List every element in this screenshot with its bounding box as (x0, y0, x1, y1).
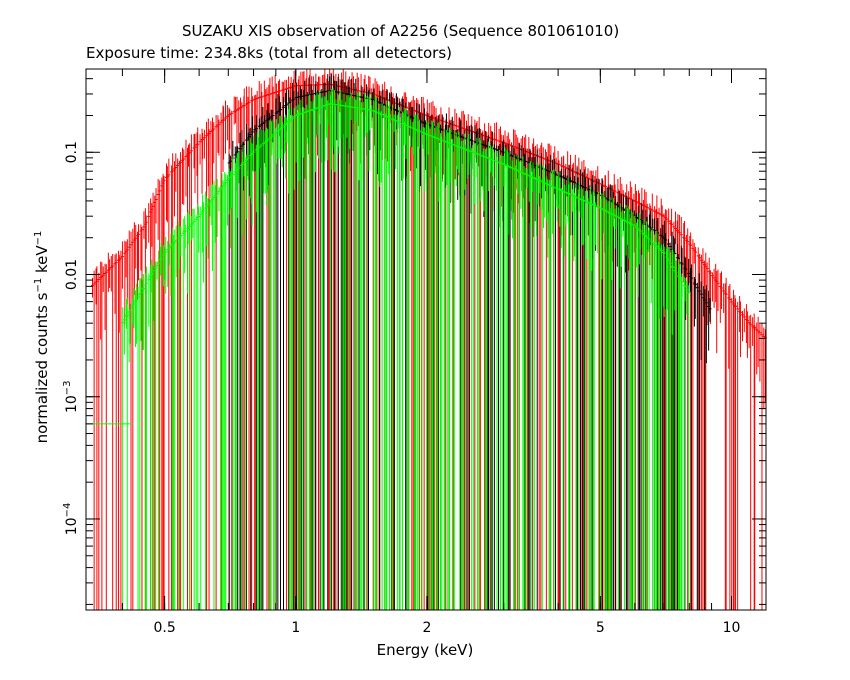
y-axis-label: normalized counts s−1 keV−1 (33, 231, 51, 444)
y-tick-label: 0.1 (64, 141, 80, 163)
x-tick-label: 5 (596, 620, 605, 636)
y-tick-label: 10−3 (62, 380, 80, 413)
spectrum-series (86, 87, 691, 610)
axes-layer: 0.5 1 2 5 10 10−4 10−3 0.01 0.1 (62, 69, 766, 636)
y-tick-label: 0.01 (64, 259, 80, 290)
x-tick-label: 10 (723, 620, 741, 636)
x-tick-label: 2 (422, 620, 431, 636)
x-axis-label: Energy (keV) (377, 641, 474, 659)
y-tick-label: 10−4 (62, 503, 80, 536)
x-tick-label: 1 (291, 620, 300, 636)
spectrum-series-layer (86, 69, 767, 610)
chart-subtitle: Exposure time: 234.8ks (total from all d… (86, 44, 453, 62)
plot-frame (85, 68, 767, 611)
x-tick-label: 0.5 (153, 620, 175, 636)
chart-title: SUZAKU XIS observation of A2256 (Sequenc… (182, 22, 620, 40)
spectrum-series (90, 69, 767, 610)
